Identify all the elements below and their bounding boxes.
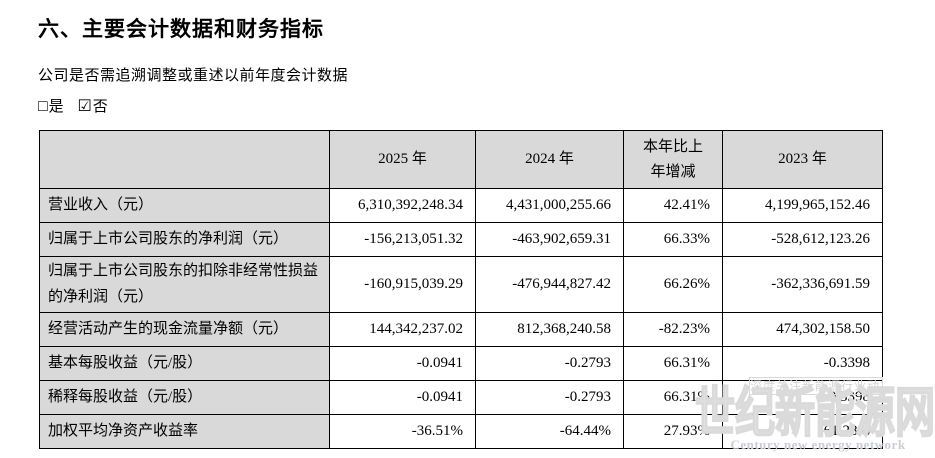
- value-2024: -0.2793: [475, 346, 624, 381]
- checkbox-no-label: 否: [92, 99, 108, 115]
- table-row: 基本每股收益（元/股） -0.0941 -0.2793 66.31% -0.33…: [39, 346, 883, 381]
- table-row: 归属于上市公司股东的净利润（元） -156,213,051.32 -463,90…: [39, 222, 883, 257]
- table-row: 稀释每股收益（元/股） -0.0941 -0.2793 66.31% -0.33…: [39, 380, 883, 415]
- value-2023: 474,302,158.50: [722, 312, 883, 347]
- checkbox-yes: □是: [38, 98, 64, 115]
- financial-indicators-table: 2025 年 2024 年 本年比上年增减 2023 年 营业收入（元） 6,3…: [39, 130, 883, 449]
- value-2025: 144,342,237.02: [329, 312, 476, 347]
- header-blank: [39, 130, 330, 189]
- header-yoy-change: 本年比上年增减: [623, 130, 723, 189]
- table-row: 加权平均净资产收益率 -36.51% -64.44% 27.93% -61.28…: [39, 414, 883, 449]
- value-2023: -0.3398: [722, 346, 883, 381]
- value-yoy-change: 42.41%: [623, 188, 723, 223]
- row-label: 加权平均净资产收益率: [39, 414, 330, 449]
- value-2025: -0.0941: [329, 380, 476, 415]
- value-yoy-change: 27.93%: [623, 414, 723, 449]
- value-2024: -463,902,659.31: [475, 222, 624, 257]
- value-yoy-change: 66.31%: [623, 380, 723, 415]
- value-yoy-change: 66.31%: [623, 346, 723, 381]
- value-2023: -528,612,123.26: [722, 222, 883, 257]
- header-2025: 2025 年: [329, 130, 476, 189]
- value-yoy-change: 66.26%: [623, 256, 723, 313]
- value-2023: -0.3398: [722, 380, 883, 415]
- header-2023: 2023 年: [722, 130, 883, 189]
- section-title: 六、主要会计数据和财务指标: [38, 17, 324, 41]
- row-label: 经营活动产生的现金流量净额（元）: [39, 312, 330, 347]
- table-row: 归属于上市公司股东的扣除非经常性损益的净利润（元） -160,915,039.2…: [39, 256, 883, 313]
- checkbox-checked-icon: ☑: [77, 98, 92, 115]
- value-2024: -0.2793: [475, 380, 624, 415]
- checkbox-unchecked-icon: □: [38, 98, 48, 115]
- value-2025: -156,213,051.32: [329, 222, 476, 257]
- value-2025: -0.0941: [329, 346, 476, 381]
- value-yoy-change: -82.23%: [623, 312, 723, 347]
- value-2025: -160,915,039.29: [329, 256, 476, 313]
- value-2024: -64.44%: [475, 414, 624, 449]
- row-label: 稀释每股收益（元/股）: [39, 380, 330, 415]
- table-row: 经营活动产生的现金流量净额（元） 144,342,237.02 812,368,…: [39, 312, 883, 347]
- value-2024: -476,944,827.42: [475, 256, 624, 313]
- table-row: 营业收入（元） 6,310,392,248.34 4,431,000,255.6…: [39, 188, 883, 223]
- restatement-checkboxes: □是 ☑否: [38, 95, 935, 116]
- value-2025: 6,310,392,248.34: [329, 188, 476, 223]
- value-2023: 4,199,965,152.46: [722, 188, 883, 223]
- checkbox-no: ☑否: [77, 98, 108, 115]
- header-2024: 2024 年: [475, 130, 624, 189]
- value-2024: 4,431,000,255.66: [475, 188, 624, 223]
- value-2024: 812,368,240.58: [475, 312, 624, 347]
- row-label: 归属于上市公司股东的扣除非经常性损益的净利润（元）: [39, 256, 330, 313]
- checkbox-yes-label: 是: [48, 99, 64, 115]
- table-header-row: 2025 年 2024 年 本年比上年增减 2023 年: [39, 130, 883, 189]
- value-2025: -36.51%: [329, 414, 476, 449]
- value-yoy-change: 66.33%: [623, 222, 723, 257]
- restatement-question: 公司是否需追溯调整或重述以前年度会计数据: [38, 68, 349, 84]
- value-2023: -362,336,691.59: [722, 256, 883, 313]
- row-label: 营业收入（元）: [39, 188, 330, 223]
- row-label: 基本每股收益（元/股）: [39, 346, 330, 381]
- row-label: 归属于上市公司股东的净利润（元）: [39, 222, 330, 257]
- value-2023: -61.28%: [722, 414, 883, 449]
